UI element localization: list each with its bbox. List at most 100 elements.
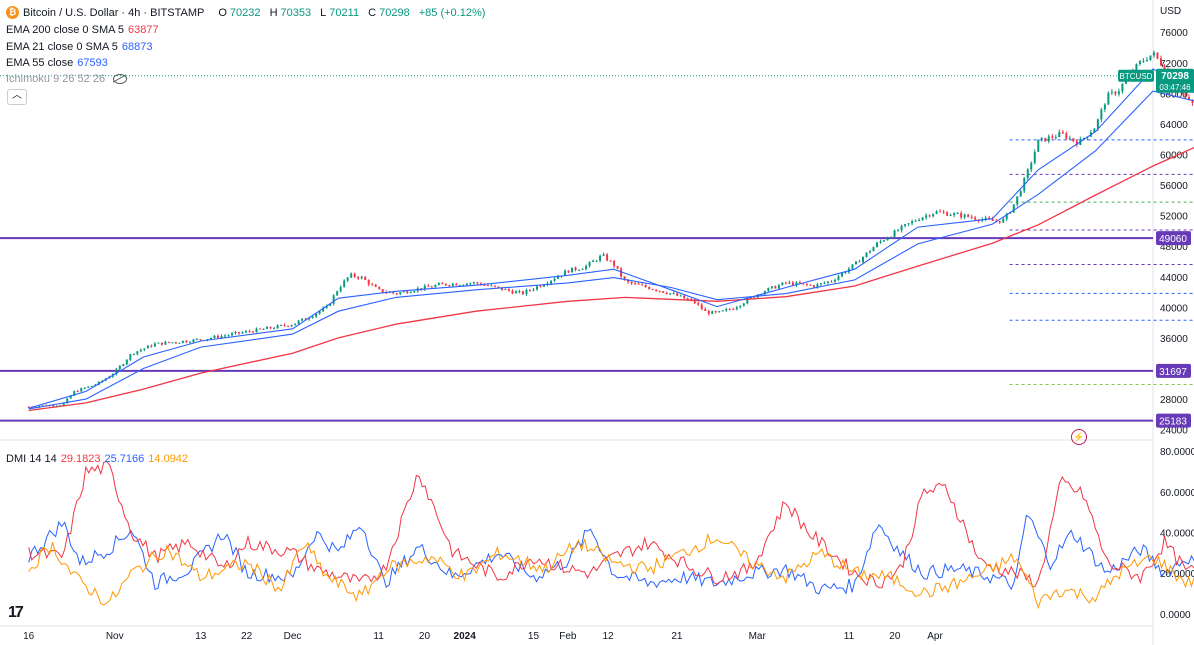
candle-body bbox=[1142, 60, 1145, 62]
candle-body bbox=[865, 252, 868, 257]
candle-body bbox=[595, 260, 598, 262]
candle-body bbox=[581, 269, 584, 271]
candle-body bbox=[893, 230, 896, 237]
candle-body bbox=[322, 307, 325, 312]
candle-body bbox=[967, 214, 970, 217]
candle-body bbox=[518, 291, 521, 293]
candle-body bbox=[360, 276, 363, 279]
candle-body bbox=[143, 348, 146, 350]
candle-body bbox=[974, 217, 977, 220]
dmi-series-plusminus-di bbox=[28, 514, 1194, 595]
tradingview-logo[interactable]: 17 bbox=[8, 604, 24, 621]
candle-body bbox=[73, 391, 76, 396]
candle-body bbox=[1121, 83, 1124, 92]
candle-body bbox=[486, 285, 489, 287]
ema55-legend[interactable]: EMA 55 close 67593 bbox=[6, 57, 108, 69]
candle-body bbox=[763, 291, 766, 295]
candle-body bbox=[1068, 138, 1071, 140]
horizontal-level-label: 49060 bbox=[1159, 234, 1187, 245]
candle-body bbox=[627, 280, 630, 283]
time-tick-label: 12 bbox=[602, 631, 614, 642]
lightning-icon[interactable]: ⚡ bbox=[1071, 429, 1087, 445]
candle-body bbox=[872, 247, 875, 252]
candle-body bbox=[851, 264, 854, 269]
chevron-up-icon[interactable]: ︿ bbox=[7, 89, 27, 105]
candle-body bbox=[812, 285, 815, 288]
candle-body bbox=[41, 405, 44, 407]
candle-body bbox=[357, 276, 360, 279]
candle-body bbox=[406, 291, 409, 293]
candle-body bbox=[507, 289, 510, 291]
candle-body bbox=[1138, 61, 1141, 65]
candle-body bbox=[76, 391, 79, 393]
candle-body bbox=[66, 398, 69, 404]
candle-body bbox=[290, 325, 293, 327]
horizontal-level-tag bbox=[1156, 413, 1191, 428]
candle-body bbox=[1184, 91, 1187, 98]
candle-body bbox=[392, 292, 395, 294]
candle-body bbox=[535, 286, 538, 290]
candle-body bbox=[223, 335, 226, 337]
dmi-tick-label: 60.0000 bbox=[1160, 488, 1194, 499]
candle-body bbox=[697, 303, 700, 305]
candle-body bbox=[816, 284, 819, 288]
candle-body bbox=[1037, 139, 1040, 152]
candle-body bbox=[209, 337, 212, 339]
candle-body bbox=[623, 276, 626, 281]
candle-body bbox=[988, 217, 991, 219]
ema21-legend[interactable]: EMA 21 close 0 SMA 5 68873 bbox=[6, 41, 152, 53]
candle-body bbox=[80, 388, 83, 392]
horizontal-level-tag bbox=[1156, 231, 1191, 246]
candle-body bbox=[192, 339, 195, 343]
candle-body bbox=[869, 251, 872, 253]
candle-body bbox=[511, 290, 514, 294]
candle-body bbox=[350, 273, 353, 278]
price-tick-label: 56000 bbox=[1160, 181, 1188, 192]
candle-body bbox=[735, 307, 738, 310]
candle-body bbox=[963, 214, 966, 218]
candle-body bbox=[1016, 196, 1019, 205]
candle-body bbox=[329, 303, 332, 306]
price-tick-label: 40000 bbox=[1160, 303, 1188, 314]
candle-body bbox=[132, 354, 135, 356]
candle-body bbox=[139, 349, 142, 352]
candle-body bbox=[115, 369, 118, 375]
candle-body bbox=[297, 320, 300, 324]
candle-body bbox=[833, 279, 836, 282]
candle-body bbox=[928, 215, 931, 217]
ema200-value: 63877 bbox=[128, 24, 159, 36]
candle-body bbox=[167, 341, 170, 343]
ema200-legend[interactable]: EMA 200 close 0 SMA 5 63877 bbox=[6, 24, 159, 36]
price-tick-label: 64000 bbox=[1160, 120, 1188, 131]
candle-body bbox=[914, 220, 917, 222]
candle-body bbox=[1026, 169, 1029, 179]
ichimoku-legend[interactable]: Ichimoku 9 26 52 26 bbox=[6, 73, 128, 85]
candle-body bbox=[655, 289, 658, 291]
candle-body bbox=[956, 213, 959, 215]
time-tick-label: 11 bbox=[844, 631, 855, 642]
candle-body bbox=[374, 284, 377, 287]
candle-body bbox=[960, 213, 963, 218]
candle-body bbox=[641, 284, 644, 286]
candle-body bbox=[1065, 133, 1068, 139]
candle-body bbox=[897, 230, 900, 232]
currency-label[interactable]: USD bbox=[1160, 6, 1182, 17]
candle-body bbox=[998, 220, 1001, 223]
dmi-legend[interactable]: DMI 14 14 29.1823 25.7166 14.0942 bbox=[6, 453, 188, 465]
candle-body bbox=[325, 305, 328, 308]
candle-body bbox=[283, 324, 286, 326]
candle-body bbox=[1107, 92, 1110, 105]
price-tick-label: 28000 bbox=[1160, 395, 1188, 406]
candle-body bbox=[550, 280, 553, 284]
candle-body bbox=[557, 276, 560, 279]
candle-body bbox=[448, 285, 451, 287]
candle-body bbox=[592, 260, 595, 263]
eye-slash-icon[interactable] bbox=[113, 74, 128, 84]
candle-body bbox=[490, 285, 493, 287]
candle-body bbox=[784, 282, 787, 284]
candle-body bbox=[788, 282, 791, 284]
candle-body bbox=[423, 285, 426, 290]
candle-body bbox=[444, 283, 447, 286]
candle-body bbox=[900, 225, 903, 231]
